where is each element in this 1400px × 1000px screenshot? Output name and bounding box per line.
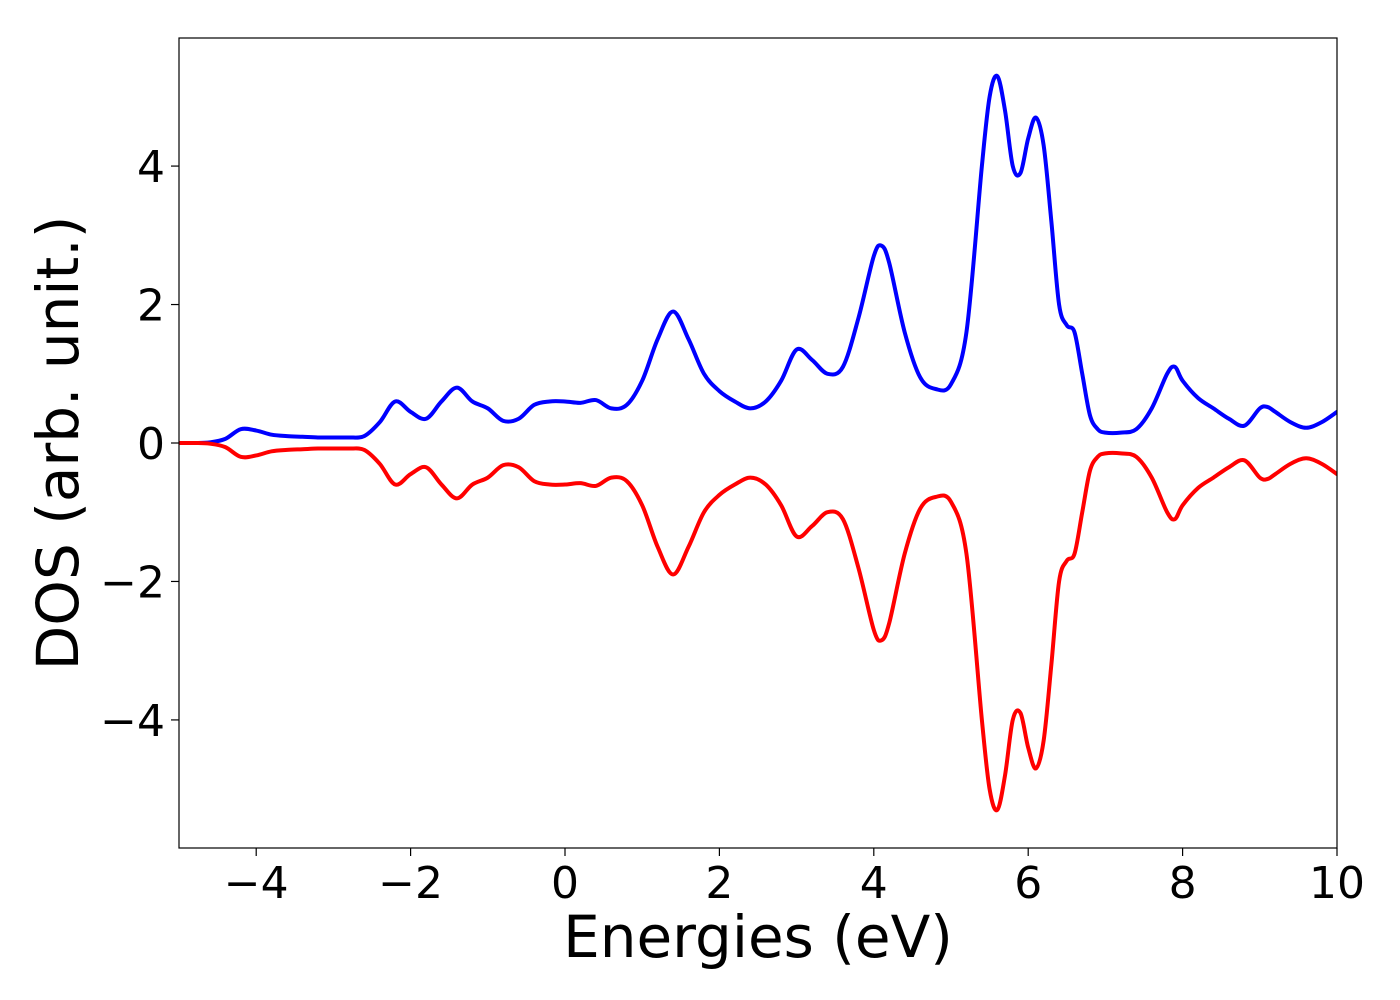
y-tick-label: −4 <box>100 696 165 747</box>
y-tick-label: 4 <box>137 142 165 193</box>
y-tick-label: −2 <box>100 557 165 608</box>
spin-down-dos-line <box>179 440 1337 813</box>
x-tick-label: 10 <box>1309 858 1365 909</box>
x-tick-label: 8 <box>1169 858 1197 909</box>
x-tick-label: 6 <box>1014 858 1042 909</box>
y-axis-label: DOS (arb. unit.) <box>24 216 92 671</box>
y-axis: −4 −2 0 2 4 <box>100 142 179 747</box>
x-tick-label: −4 <box>224 858 289 909</box>
x-tick-label: 2 <box>705 858 733 909</box>
y-tick-label: 2 <box>137 281 165 332</box>
x-tick-label: 4 <box>860 858 888 909</box>
series-layer <box>179 73 1337 813</box>
plot-area <box>179 38 1337 848</box>
x-axis-label: Energies (eV) <box>563 903 953 971</box>
y-tick-label: 0 <box>137 419 165 470</box>
x-axis: −4 −2 0 2 4 6 8 10 <box>224 848 1365 909</box>
x-tick-label: 0 <box>551 858 579 909</box>
x-tick-label: −2 <box>378 858 443 909</box>
spin-up-dos-line <box>179 73 1337 446</box>
